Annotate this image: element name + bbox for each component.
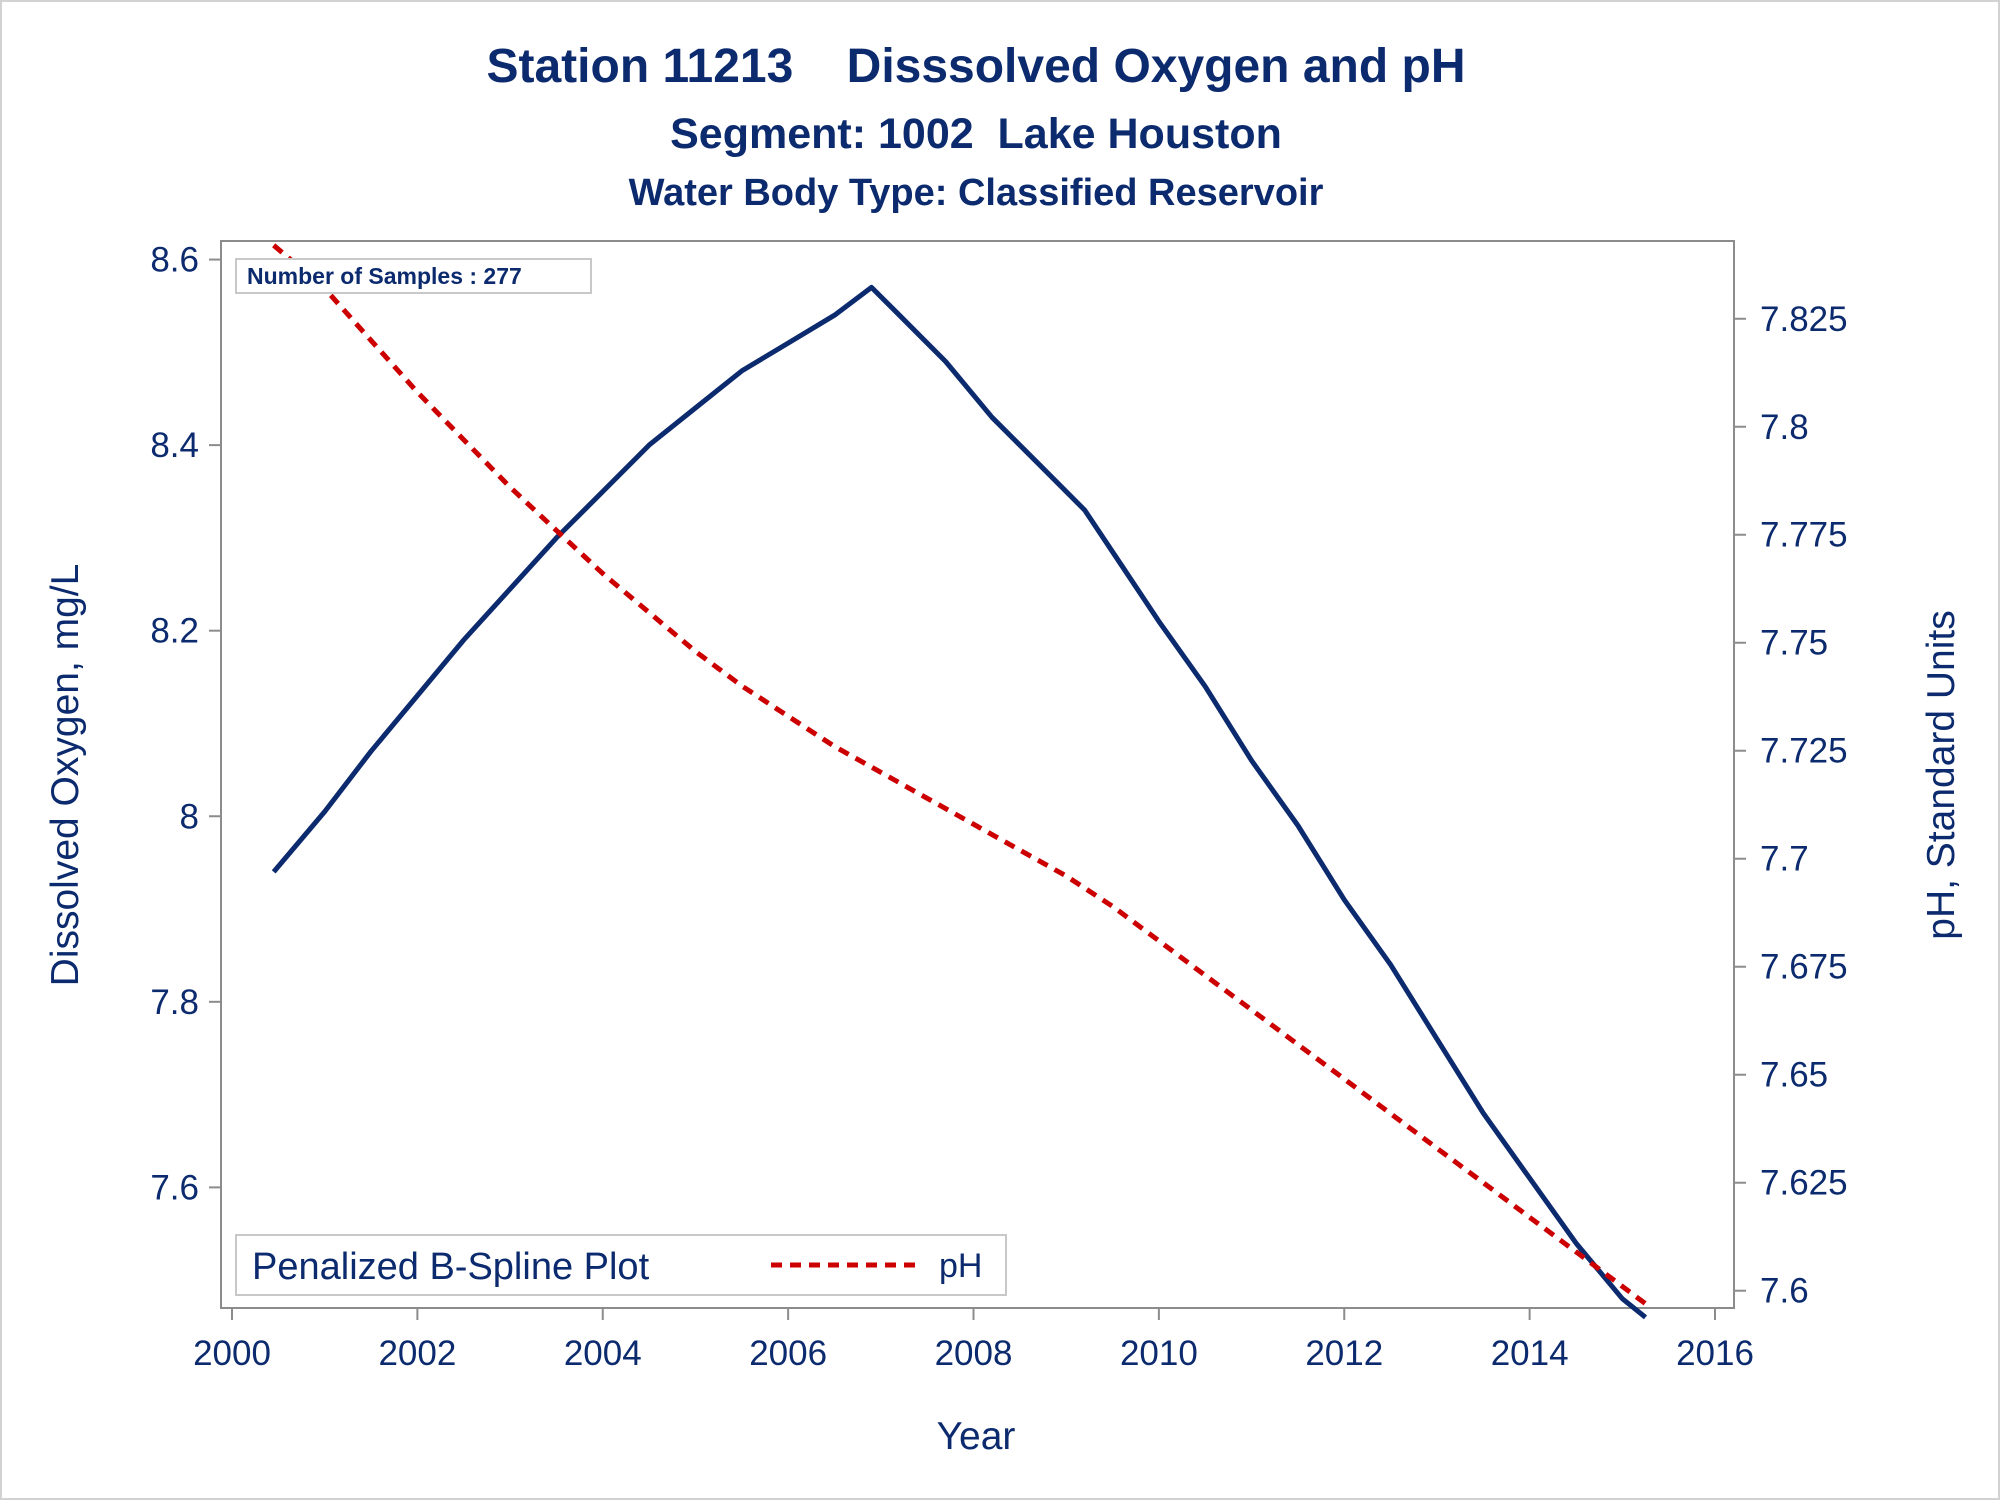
plot-area [220, 240, 1735, 1309]
y2-tick-label: 7.75 [1760, 624, 1828, 663]
series-line-ph [272, 243, 1647, 1306]
y-tick-label: 7.6 [150, 1168, 199, 1207]
x-tick-label: 2002 [378, 1334, 456, 1373]
y2-tick-label: 7.7 [1760, 840, 1809, 879]
x-axis-label: Year [937, 1415, 1016, 1458]
y-axis-right-label: pH, Standard Units [1920, 610, 1963, 940]
chart-subtitle-segment: Segment: 1002 Lake Houston [670, 110, 1282, 158]
x-tick-label: 2008 [935, 1334, 1013, 1373]
y2-tick-label: 7.725 [1760, 732, 1848, 771]
y2-tick-label: 7.675 [1760, 948, 1848, 987]
y2-tick-label: 7.625 [1760, 1164, 1848, 1203]
y-tick-label: 8.2 [150, 612, 199, 651]
x-tick-label: 2012 [1305, 1334, 1383, 1373]
y2-tick-label: 7.8 [1760, 408, 1809, 447]
series-layer [271, 243, 1648, 1320]
y2-tick-label: 7.6 [1760, 1272, 1809, 1311]
x-tick-label: 2000 [193, 1334, 271, 1373]
x-tick-label: 2004 [564, 1334, 642, 1373]
x-tick-label: 2016 [1676, 1334, 1754, 1373]
x-tick-label: 2010 [1120, 1334, 1198, 1373]
x-tick-label: 2006 [749, 1334, 827, 1373]
legend-title: Penalized B-Spline Plot [252, 1246, 650, 1288]
chart-title: Station 11213 Disssolved Oxygen and pH [486, 40, 1465, 93]
y-axis-left: 7.6 7.8 8 8.2 8.4 8.6 [150, 241, 221, 1207]
sample-count-annotation: Number of Samples : 277 [235, 258, 592, 294]
legend-box [235, 1234, 1007, 1296]
x-axis: 2000 2002 2004 2006 2008 2010 2012 2014 2016 [193, 1308, 1754, 1373]
y-tick-label: 8 [180, 797, 199, 836]
sample-count-box [235, 258, 592, 294]
x-tick-label: 2014 [1491, 1334, 1569, 1373]
series-line-dissolved-oxygen [271, 284, 1648, 1320]
y-tick-label: 8.4 [150, 426, 199, 465]
y-axis-left-label: Dissolved Oxygen, mg/L [44, 564, 87, 987]
y2-tick-label: 7.65 [1760, 1056, 1828, 1095]
y2-tick-label: 7.775 [1760, 516, 1848, 555]
y2-tick-label: 7.825 [1760, 300, 1848, 339]
y-axis-right: 7.6 7.625 7.65 7.675 7.7 7.725 7.75 7.775 7.8 7.8… [1734, 300, 1848, 1311]
legend-item-ph: pH [939, 1247, 982, 1285]
sample-count-text: Number of Samples : 277 [247, 263, 522, 289]
y-tick-label: 8.6 [150, 241, 199, 280]
y-tick-label: 7.8 [150, 983, 199, 1022]
legend: Penalized B-Spline Plot pH [235, 1234, 1007, 1296]
chart-subtitle-waterbody: Water Body Type: Classified Reservoir [629, 172, 1324, 214]
